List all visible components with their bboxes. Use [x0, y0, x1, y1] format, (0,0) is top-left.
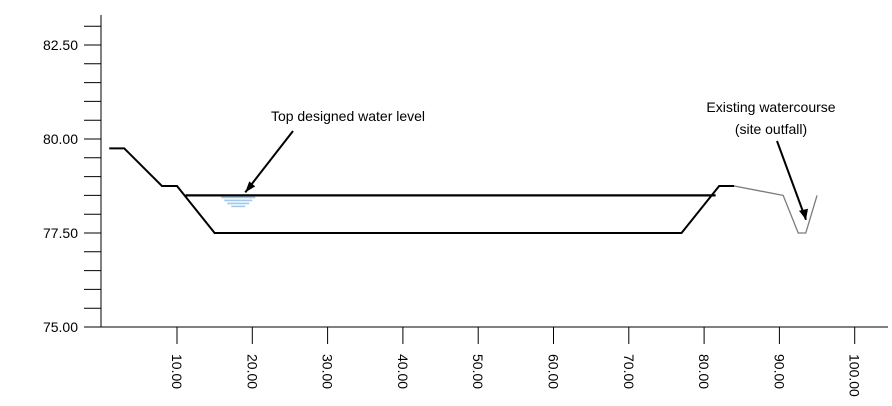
x-tick-label: 80.00 [696, 354, 712, 389]
x-tick-label: 30.00 [320, 354, 336, 389]
annotation-watercourse-subtitle: (site outfall) [735, 121, 807, 137]
annotation-top-water-level: Top designed water level [271, 108, 425, 124]
y-tick-label: 80.00 [43, 131, 78, 147]
y-tick-label: 75.00 [43, 319, 78, 335]
arrow-head [245, 181, 256, 193]
x-tick-label: 100.00 [847, 354, 863, 397]
x-tick-label: 60.00 [546, 354, 562, 389]
annotation-watercourse: Existing watercourse [706, 99, 835, 115]
x-tick-label: 50.00 [470, 354, 486, 389]
y-axis: 75.00 77.50 80.00 82.50 [43, 15, 102, 335]
x-axis: 10.00 20.00 30.00 40.00 50.00 60.00 70.00 80.00… [101, 326, 888, 397]
arrow-line [776, 140, 807, 221]
annotations: Top designed water level Existing waterco… [244, 99, 836, 221]
x-tick-label: 10.00 [169, 354, 185, 389]
x-tick-label: 70.00 [621, 354, 637, 389]
plot-area [109, 147, 818, 234]
pond-profile-line [109, 147, 735, 234]
x-tick-label: 90.00 [771, 354, 787, 389]
x-tick-label: 40.00 [395, 354, 411, 389]
watercourse-profile-line [734, 185, 818, 234]
arrow-line [244, 130, 294, 194]
y-tick-label: 77.50 [43, 225, 78, 241]
arrow-head [798, 208, 808, 220]
x-tick-label: 20.00 [244, 354, 260, 389]
y-tick-label: 82.50 [43, 37, 78, 53]
